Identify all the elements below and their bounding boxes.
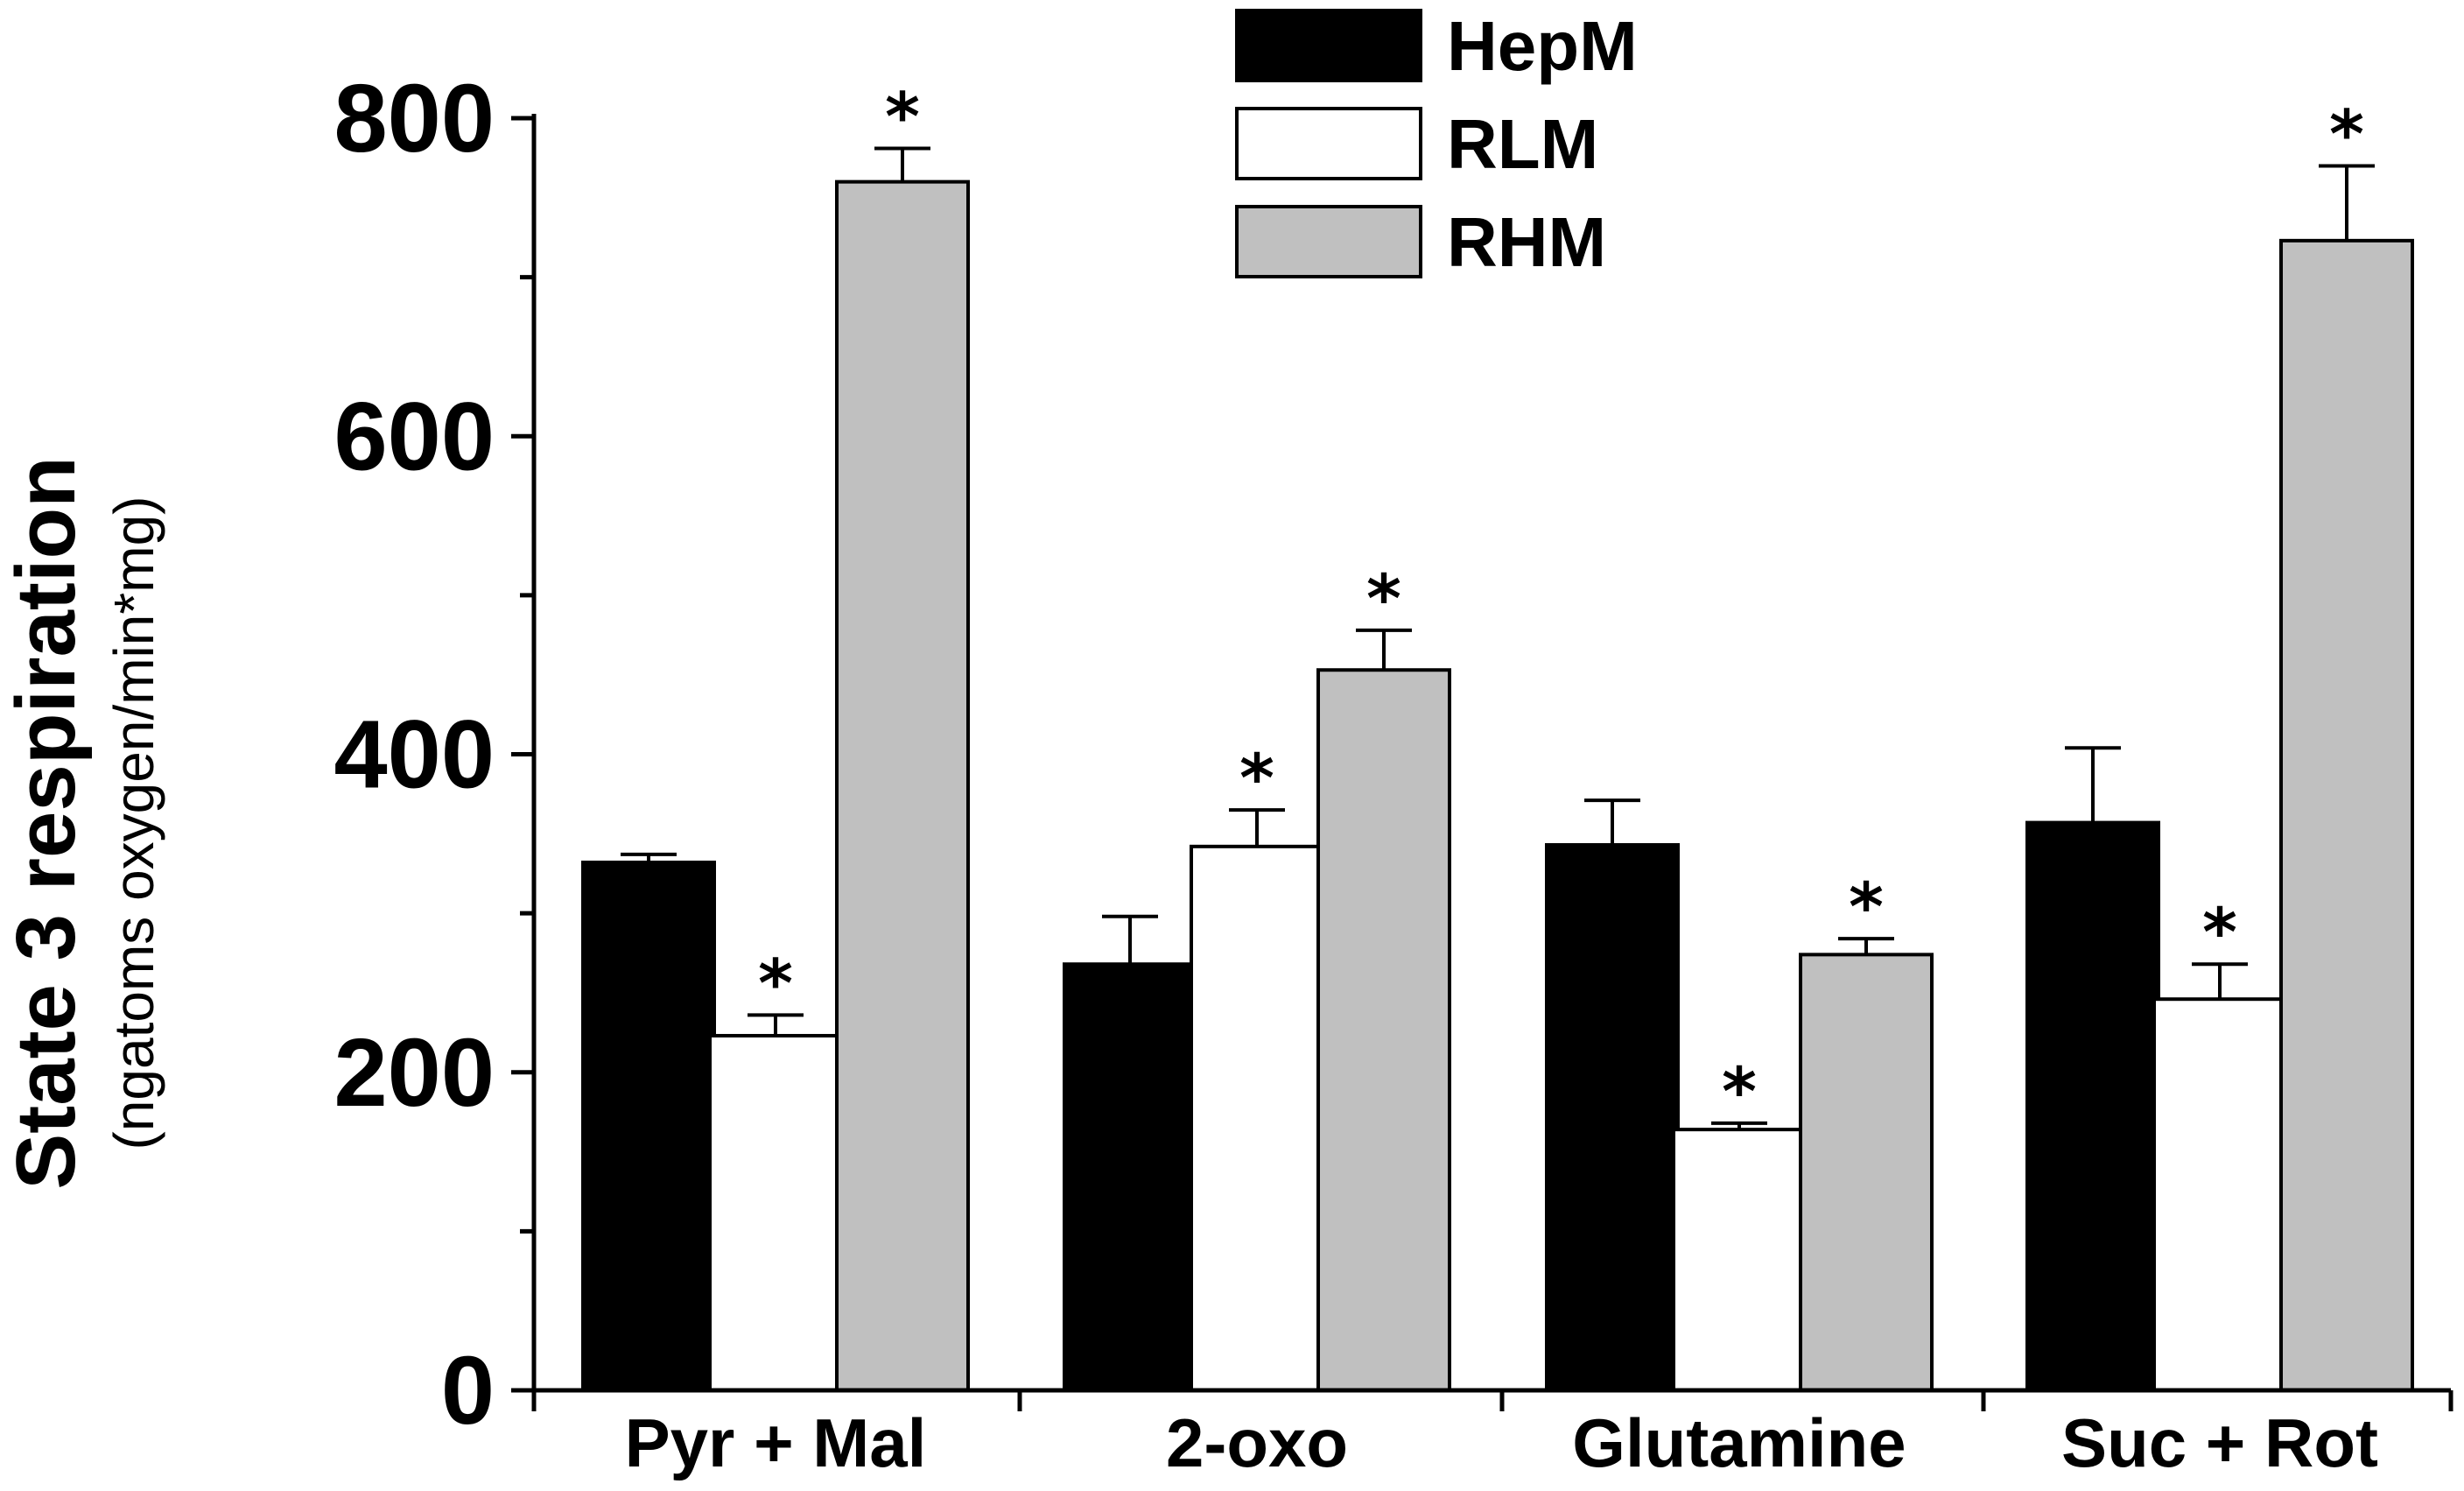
significance-marker-rhm-3: * — [1849, 868, 1884, 946]
bar-rlm-2 — [1190, 844, 1324, 1392]
x-tick-label-3: Glutamine — [1572, 1404, 1906, 1481]
plot-area: * * * * * * * * 0 200 400 600 800 Pyr + Mal 2-oxo Gluta… — [333, 7, 2453, 1481]
y-tick-label-200: 200 — [333, 1019, 495, 1127]
bar-rhm-2 — [1316, 668, 1451, 1392]
significance-marker-rhm-2: * — [1366, 559, 1401, 637]
y-axis-title: State 3 respiration (ngatoms oxygen/min*… — [0, 456, 165, 1190]
legend-swatch-rlm — [1235, 107, 1422, 180]
bar-rlm-1 — [708, 1033, 843, 1392]
legend-label-rhm: RHM — [1447, 203, 1606, 281]
bar-rhm-3 — [1799, 953, 1934, 1393]
y-tick-label-600: 600 — [333, 383, 495, 490]
bar-hepm-2 — [1063, 962, 1197, 1392]
significance-marker-rlm-4: * — [2202, 893, 2237, 971]
y-axis-units: (ngatoms oxygen/min*mg) — [102, 496, 165, 1150]
y-tick-label-0: 0 — [441, 1337, 495, 1445]
legend-label-hepm: HepM — [1447, 7, 1638, 85]
legend-swatch-hepm — [1235, 9, 1422, 82]
y-tick-label-800: 800 — [333, 65, 495, 172]
bar-hepm-4 — [2025, 820, 2160, 1392]
bar-hepm-3 — [1545, 843, 1680, 1392]
x-tick-label-1: Pyr + Mal — [625, 1404, 927, 1481]
y-axis-label: State 3 respiration — [0, 456, 93, 1190]
significance-marker-rlm-2: * — [1239, 739, 1274, 817]
significance-marker-rhm-4: * — [2329, 95, 2364, 172]
bar-rhm-1 — [835, 179, 970, 1392]
bar-rlm-4 — [2152, 997, 2287, 1392]
legend-label-rlm: RLM — [1447, 105, 1598, 183]
bar-hepm-1 — [581, 861, 716, 1392]
y-tick-label-400: 400 — [333, 701, 495, 809]
x-tick-label-2: 2-oxo — [1166, 1404, 1348, 1481]
significance-marker-rhm-1: * — [885, 78, 920, 156]
significance-marker-rlm-1: * — [758, 944, 793, 1022]
x-tick-label-4: Suc + Rot — [2061, 1404, 2378, 1481]
bar-rhm-4 — [2279, 238, 2414, 1393]
legend-swatch-rhm — [1235, 205, 1422, 278]
bar-rlm-3 — [1672, 1128, 1807, 1392]
significance-marker-rlm-3: * — [1722, 1052, 1757, 1130]
